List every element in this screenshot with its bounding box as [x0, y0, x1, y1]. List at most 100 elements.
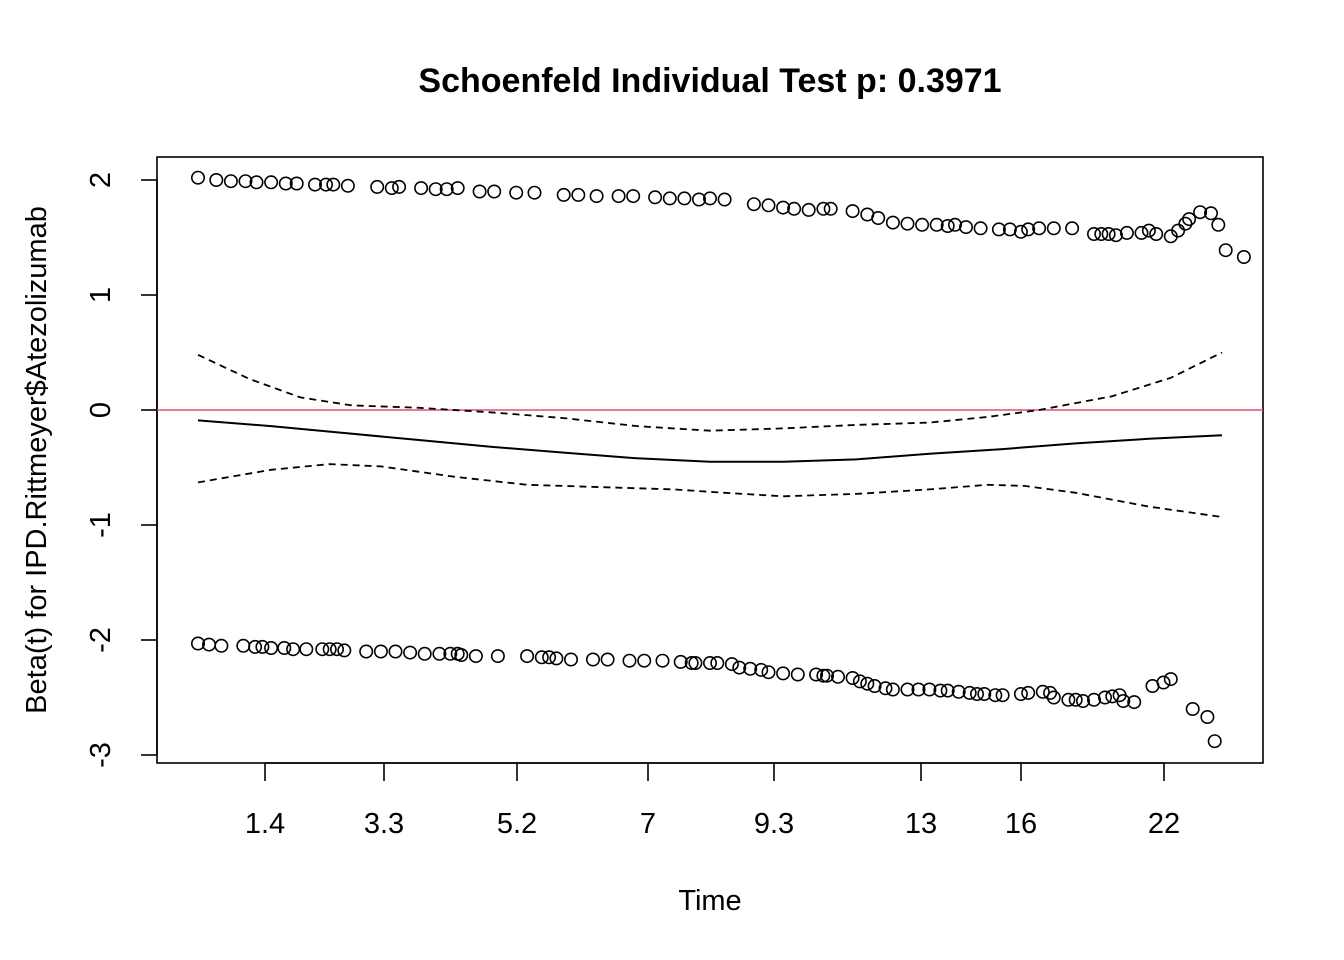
residual-point-lower [977, 686, 992, 701]
residual-point-lower [454, 647, 469, 662]
residual-point-upper [947, 217, 962, 232]
residual-point-lower [277, 640, 292, 655]
residual-point-lower [933, 683, 948, 698]
residual-point-upper [1021, 222, 1036, 237]
residual-point-upper [1032, 221, 1047, 236]
residual-point-lower [329, 642, 344, 657]
y-tick-label: 0 [85, 402, 117, 418]
residual-point-lower [1043, 685, 1058, 700]
residual-point-lower [1127, 695, 1142, 710]
residual-point-upper [1101, 227, 1116, 242]
residual-point-lower [622, 653, 637, 668]
residual-point-lower [542, 650, 557, 665]
residual-point-lower [845, 670, 860, 685]
plot-frame [156, 156, 1264, 764]
residual-point-lower [1207, 734, 1222, 749]
residual-point-upper [318, 177, 333, 192]
residual-point-upper [691, 192, 706, 207]
residual-point-upper [472, 184, 487, 199]
x-tick-label: 22 [1148, 808, 1180, 840]
residual-point-lower [673, 654, 688, 669]
residual-point-lower [743, 661, 758, 676]
residual-points [191, 170, 1251, 749]
residual-point-lower [585, 652, 600, 667]
residual-point-upper [1013, 224, 1028, 239]
residual-point-upper [958, 220, 973, 235]
residual-point-lower [255, 639, 270, 654]
y-tick-label: -3 [85, 742, 117, 768]
residual-point-upper [1211, 217, 1226, 232]
residual-point-lower [236, 638, 251, 653]
residual-point-upper [264, 175, 279, 190]
residual-point-upper [487, 184, 502, 199]
residual-point-upper [1193, 205, 1208, 220]
residual-point-upper [662, 191, 677, 206]
residual-point-lower [1116, 693, 1131, 708]
residual-point-lower [388, 644, 403, 659]
residual-point-lower [248, 639, 263, 654]
residual-point-lower [337, 643, 352, 658]
residual-point-lower [885, 682, 900, 697]
residual-point-lower [724, 657, 739, 672]
residual-point-upper [527, 185, 542, 200]
residual-point-upper [1094, 227, 1109, 242]
y-tick-label: 1 [85, 287, 117, 303]
residual-point-lower [1200, 709, 1215, 724]
residual-point-lower [867, 678, 882, 693]
residual-point-lower [264, 640, 279, 655]
residual-point-upper [1134, 225, 1149, 240]
residual-point-upper [991, 222, 1006, 237]
residual-point-lower [315, 642, 330, 657]
residual-point-upper [370, 179, 385, 194]
residual-point-upper [746, 197, 761, 212]
residual-point-lower [732, 660, 747, 675]
residual-point-lower [443, 646, 458, 661]
residual-point-upper [626, 189, 641, 204]
residual-point-lower [534, 650, 549, 665]
residual-point-upper [816, 201, 831, 216]
x-tick-label: 16 [1005, 808, 1037, 840]
residual-point-lower [922, 682, 937, 697]
residual-point-upper [677, 191, 692, 206]
residual-point-lower [969, 686, 984, 701]
residual-point-lower [1046, 690, 1061, 705]
residual-point-lower [900, 682, 915, 697]
residual-point-upper [249, 175, 264, 190]
fit-curve [197, 419, 1223, 463]
residual-point-upper [556, 187, 571, 202]
residual-point-lower [1087, 692, 1102, 707]
chart-title: Schoenfeld Individual Test p: 0.3971 [418, 62, 1001, 100]
residual-point-lower [852, 674, 867, 689]
residual-point-lower [684, 655, 699, 670]
residual-point-lower [995, 688, 1010, 703]
residual-point-upper [509, 185, 524, 200]
residual-point-lower [1163, 672, 1178, 687]
residual-point-lower [214, 638, 229, 653]
residual-point-lower [754, 662, 769, 677]
x-axis-label: Time [678, 885, 741, 917]
residual-point-upper [973, 221, 988, 236]
residual-point-lower [761, 665, 776, 680]
residual-point-lower [710, 655, 725, 670]
residual-point-lower [373, 644, 388, 659]
residual-point-upper [571, 187, 586, 202]
residual-point-upper [611, 189, 626, 204]
residual-point-upper [1236, 250, 1251, 265]
residual-point-upper [776, 200, 791, 215]
y-axis-label: Beta(t) for IPD.Rittmeyer$Atezolizumab [21, 206, 53, 714]
x-tick-label: 1.4 [245, 808, 285, 840]
residual-point-upper [1046, 221, 1061, 236]
smoothed-fit-curves [197, 351, 1223, 518]
x-tick-label: 5.2 [497, 808, 537, 840]
residual-point-upper [915, 217, 930, 232]
residual-point-lower [417, 646, 432, 661]
residual-point-upper [900, 216, 915, 231]
residual-point-upper [238, 174, 253, 189]
residual-point-lower [432, 646, 447, 661]
residual-point-lower [563, 652, 578, 667]
residual-point-upper [1204, 206, 1219, 221]
y-axis: 2 1 0 -1 -2 -3 [85, 172, 158, 768]
residual-point-upper [384, 181, 399, 196]
residual-point-lower [816, 668, 831, 683]
residual-point-upper [289, 176, 304, 191]
